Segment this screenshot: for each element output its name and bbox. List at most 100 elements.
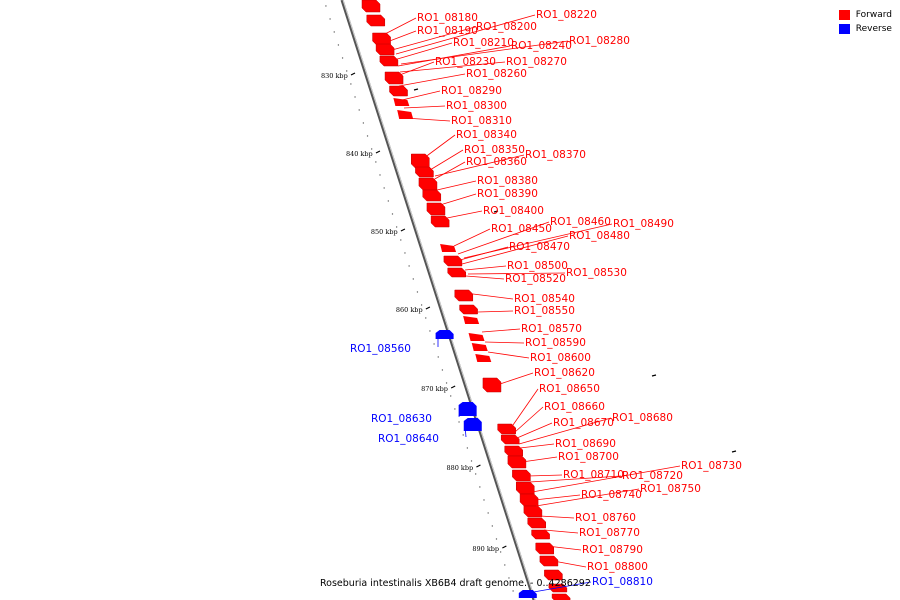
gene-leader-line — [401, 90, 441, 101]
gene-leader-line — [543, 529, 579, 534]
gene-label: RO1_08520 — [505, 273, 566, 285]
track-dot — [487, 512, 489, 514]
gene-label: RO1_08550 — [514, 305, 575, 317]
gene-leader-line — [487, 351, 530, 359]
gene-label: RO1_08570 — [521, 323, 582, 335]
gene-label: RO1_08640 — [378, 433, 439, 445]
forward-swatch — [838, 10, 850, 20]
tick-label: 840 kbp — [346, 150, 373, 158]
track-dot — [450, 395, 452, 397]
tick-label: 850 kbp — [371, 228, 398, 236]
track-dot — [400, 239, 402, 241]
forward-gene-feature — [497, 423, 516, 435]
gene-leader-line — [499, 372, 534, 385]
tick-mark — [651, 374, 657, 377]
legend-forward-label: Forward — [855, 10, 892, 20]
gene-label: RO1_08220 — [536, 9, 597, 21]
gene-label: RO1_08730 — [681, 460, 742, 472]
gene-label: RO1_08800 — [587, 561, 648, 573]
track-dot — [458, 421, 460, 423]
forward-gene-feature — [504, 445, 523, 457]
forward-gene-feature — [389, 85, 408, 97]
track-dot — [491, 525, 494, 527]
forward-gene-feature — [459, 304, 478, 315]
track-dot — [370, 148, 373, 150]
track-dot — [470, 460, 473, 462]
gene-leader-line — [453, 228, 491, 247]
gene-leader-line — [514, 406, 544, 433]
tick-mark — [493, 210, 499, 213]
forward-gene-feature — [527, 517, 547, 529]
track-dot — [504, 564, 506, 566]
gene-leader-line — [384, 17, 417, 35]
tick-mark — [502, 545, 507, 549]
gene-label: RO1_08450 — [491, 223, 552, 235]
gene-leader-line — [397, 45, 511, 67]
gene-leader-line — [439, 193, 477, 206]
gene-label: RO1_08590 — [525, 337, 586, 349]
gene-leader-line — [423, 134, 456, 159]
forward-gene-feature — [539, 555, 559, 567]
track-dot — [375, 161, 377, 163]
tick-label: 860 kbp — [396, 306, 423, 314]
gene-leader-line — [429, 149, 464, 171]
gene-label: RO1_08690 — [555, 438, 616, 450]
gene-label: RO1_08300 — [446, 100, 507, 112]
gene-label: RO1_08280 — [569, 35, 630, 47]
track-dot — [445, 382, 448, 384]
tick-label: 870 kbp — [421, 385, 448, 393]
gene-leader-line — [399, 61, 506, 73]
gene-leader-line — [472, 293, 514, 300]
gene-leader-line — [400, 40, 569, 65]
forward-gene-feature — [379, 55, 399, 67]
gene-label: RO1_08210 — [453, 37, 514, 49]
gene-label: RO1_08630 — [371, 413, 432, 425]
forward-gene-feature — [468, 333, 485, 341]
track-dot — [350, 83, 352, 85]
gene-leader-line — [535, 488, 640, 507]
track-dot — [366, 135, 369, 137]
gene-label: RO1_08670 — [553, 417, 614, 429]
gene-label: RO1_08770 — [579, 527, 640, 539]
forward-gene-feature — [531, 529, 550, 540]
gene-leader-line — [391, 26, 476, 51]
gene-label: RO1_08700 — [558, 451, 619, 463]
tick-mark — [425, 306, 431, 310]
tick-layer: 830 kbp 840 kbp 850 kbp 860 kbp 870 kbp 880 k… — [321, 5, 737, 592]
track-dot — [429, 330, 431, 332]
gene-label: RO1_08460 — [550, 216, 611, 228]
gene-leader-line — [398, 73, 466, 87]
genome-caption: Roseburia intestinalis XB6B4 draft genom… — [320, 578, 591, 589]
forward-gene-feature — [512, 469, 531, 482]
track-dot — [508, 577, 510, 579]
track-dot — [383, 187, 385, 189]
gene-leader-line — [446, 210, 483, 219]
gene-leader-line — [465, 275, 505, 280]
track-dot — [346, 70, 348, 72]
forward-gene-feature — [366, 14, 386, 27]
forward-gene-feature — [515, 481, 535, 495]
forward-gene-feature — [415, 166, 434, 178]
gene-label: RO1_08500 — [507, 260, 568, 272]
track-dot — [391, 213, 394, 215]
forward-gene-feature — [463, 316, 480, 324]
gene-leader-line — [529, 475, 622, 483]
forward-gene-feature — [551, 593, 571, 600]
forward-gene-feature — [544, 569, 563, 581]
forward-gene-feature — [397, 110, 414, 119]
legend-reverse: Reverse — [838, 22, 892, 36]
gene-feature-layer — [361, 0, 571, 600]
gene-leader-line — [434, 154, 525, 177]
gene-leader-line — [533, 494, 581, 501]
gene-label-layer: RO1_08180RO1_08190RO1_08200RO1_08210RO1_… — [350, 9, 742, 588]
gene-leader-line — [432, 161, 466, 181]
track-dot — [479, 486, 481, 488]
gene-label: RO1_08260 — [466, 68, 527, 80]
gene-leader-line — [457, 221, 550, 255]
gene-label: RO1_08710 — [563, 469, 624, 481]
gene-label: RO1_08290 — [441, 85, 502, 97]
track-dot — [333, 31, 335, 33]
gene-leader-line — [516, 422, 553, 439]
forward-gene-feature — [393, 98, 410, 106]
track-dot — [495, 538, 498, 540]
